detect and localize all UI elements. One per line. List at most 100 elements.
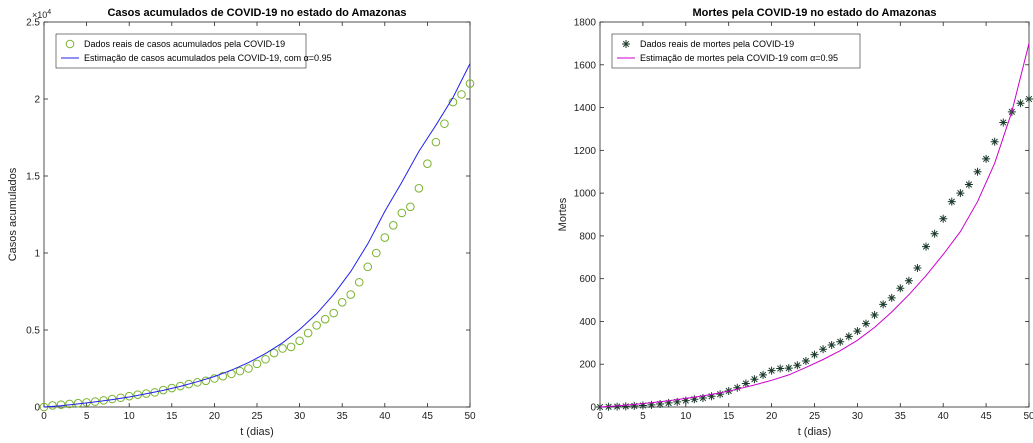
chart1-y-tick-label: 2.5: [26, 18, 40, 29]
chart1-data-point: [252, 359, 262, 369]
chart1-data-point: [235, 366, 245, 376]
chart1-x-tick-label: 15: [166, 411, 178, 422]
chart1-y-tick-label: 0: [34, 403, 40, 414]
chart2-data-point: [716, 390, 725, 399]
chart2-y-tick-label: 0: [590, 403, 596, 414]
chart1-data-point: [303, 328, 313, 338]
chart2-data-point: [776, 364, 785, 373]
chart2-x-tick-label: 10: [680, 411, 692, 422]
chart1-data-point: [397, 208, 407, 218]
chart2-data-point: [681, 396, 690, 405]
chart1-data-point: [431, 137, 441, 147]
chart2-data-point: [733, 383, 742, 392]
chart2-data-point: [956, 189, 965, 198]
chart2-data-point: [741, 379, 750, 388]
chart1-data-point: [389, 220, 398, 230]
chart1-data-point: [380, 233, 390, 242]
chart2-y-tick-label: 1600: [574, 60, 597, 71]
chart1-data-point: [337, 297, 347, 307]
chart2-legend-marker-swatch: [622, 40, 630, 48]
chart2-data-point: [939, 214, 948, 223]
chart1-legend-box: [55, 33, 307, 69]
chart1-data-point: [465, 79, 475, 88]
chart1-data-point: [269, 348, 279, 358]
chart2-x-tick-label: 35: [895, 411, 907, 422]
chart1-y-exponent-base: ×10: [32, 10, 47, 20]
chart2-x-tick-label: 25: [809, 411, 821, 422]
chart1-plot-area: [43, 21, 471, 408]
chart2-data-point: [853, 327, 862, 336]
chart1-x-tick-label: 40: [379, 411, 391, 422]
chart2-x-tick-label: 30: [852, 411, 864, 422]
chart2-data-point: [759, 370, 768, 379]
chart1-data-point: [48, 401, 57, 410]
chart2-data-point: [656, 400, 665, 409]
chart1-legend-label: Estimação de casos acumulados pela COVID…: [84, 53, 332, 63]
chart2-data-point: [1025, 95, 1033, 103]
chart2-legend-label: Dados reais de mortes pela COVID-19: [640, 39, 794, 49]
chart2-x-axis-label: t (dias): [798, 426, 832, 438]
chart2-data-point: [836, 337, 845, 346]
chart2-data-point: [793, 361, 802, 370]
chart2-y-tick-label: 1400: [574, 103, 597, 114]
chart2-data-point: [930, 229, 939, 238]
chart2-data-point: [922, 242, 931, 251]
chart2-legend-label: Estimação de mortes pela COVID-19 com α=…: [640, 53, 838, 63]
chart1-data-point: [201, 376, 211, 386]
chart2-legend-box: [611, 33, 861, 69]
chart2-data-point: [630, 401, 639, 410]
chart2-y-tick-label: 1000: [574, 189, 597, 200]
chart2-x-tick-label: 0: [597, 411, 603, 422]
chart1-y-tick-label: 1.5: [26, 172, 40, 183]
chart2-data-point: [647, 400, 656, 409]
chart1-y-tick-label: 1: [34, 249, 40, 260]
chart2-x-tick-label: 15: [723, 411, 735, 422]
chart1-x-tick-label: 0: [41, 411, 47, 422]
chart2-data-point: [887, 293, 896, 302]
chart2-data-point: [819, 345, 828, 354]
chart2-data-point: [664, 398, 673, 407]
chart1-data-point: [141, 389, 151, 398]
chart1-data-point: [363, 262, 373, 272]
chart1-data-point: [210, 374, 219, 383]
chart1-y-axis-label: Casos acumulados: [7, 167, 19, 261]
chart1-x-tick-label: 5: [84, 411, 90, 422]
chart2-data-point: [621, 402, 630, 411]
chart1-data-point: [414, 184, 424, 193]
chart1-data-point: [329, 308, 338, 318]
chart1-series-line-1: [43, 63, 471, 408]
chart2-data-point: [990, 137, 999, 146]
chart2-data-point: [982, 154, 991, 163]
chart1-data-point: [176, 381, 185, 391]
chart2-data-point: [810, 350, 819, 359]
chart1-data-point: [158, 385, 168, 395]
chart2-title: Mortes pela COVID-19 no estado do Amazon…: [692, 7, 936, 19]
chart2-series-line-1: [599, 43, 1030, 408]
chart2-data-point: [999, 118, 1008, 127]
chart2-data-point: [913, 263, 922, 272]
chart1-data-point: [65, 399, 74, 409]
chart2-data-point: [613, 402, 622, 411]
chart2-data-point: [673, 397, 682, 406]
chart1-data-point: [167, 383, 177, 393]
chart2-data-point: [904, 276, 913, 285]
chart2-x-tick-label: 40: [938, 411, 950, 422]
chart2-data-point: [861, 319, 870, 328]
chart1-data-point: [286, 342, 296, 352]
chart1-data-point: [56, 400, 66, 409]
chart2-data-point: [896, 284, 905, 293]
chart2-data-point: [844, 332, 853, 341]
chart1-y-tick-label: 2: [34, 95, 40, 106]
chart2-data-point: [750, 375, 759, 384]
chart2-y-tick-label: 400: [579, 317, 596, 328]
chart1-data-point: [371, 248, 381, 258]
chart1-x-tick-label: 20: [209, 411, 221, 422]
chart1-y-exponent-power: 4: [47, 9, 51, 16]
chart2-data-point: [1016, 99, 1025, 108]
chart2-y-tick-label: 800: [579, 231, 596, 242]
chart1-y-exponent: ×104: [32, 9, 51, 20]
chart1-x-tick-label: 25: [251, 411, 263, 422]
chart2-y-tick-label: 200: [579, 360, 596, 371]
chart2-x-tick-label: 45: [981, 411, 993, 422]
